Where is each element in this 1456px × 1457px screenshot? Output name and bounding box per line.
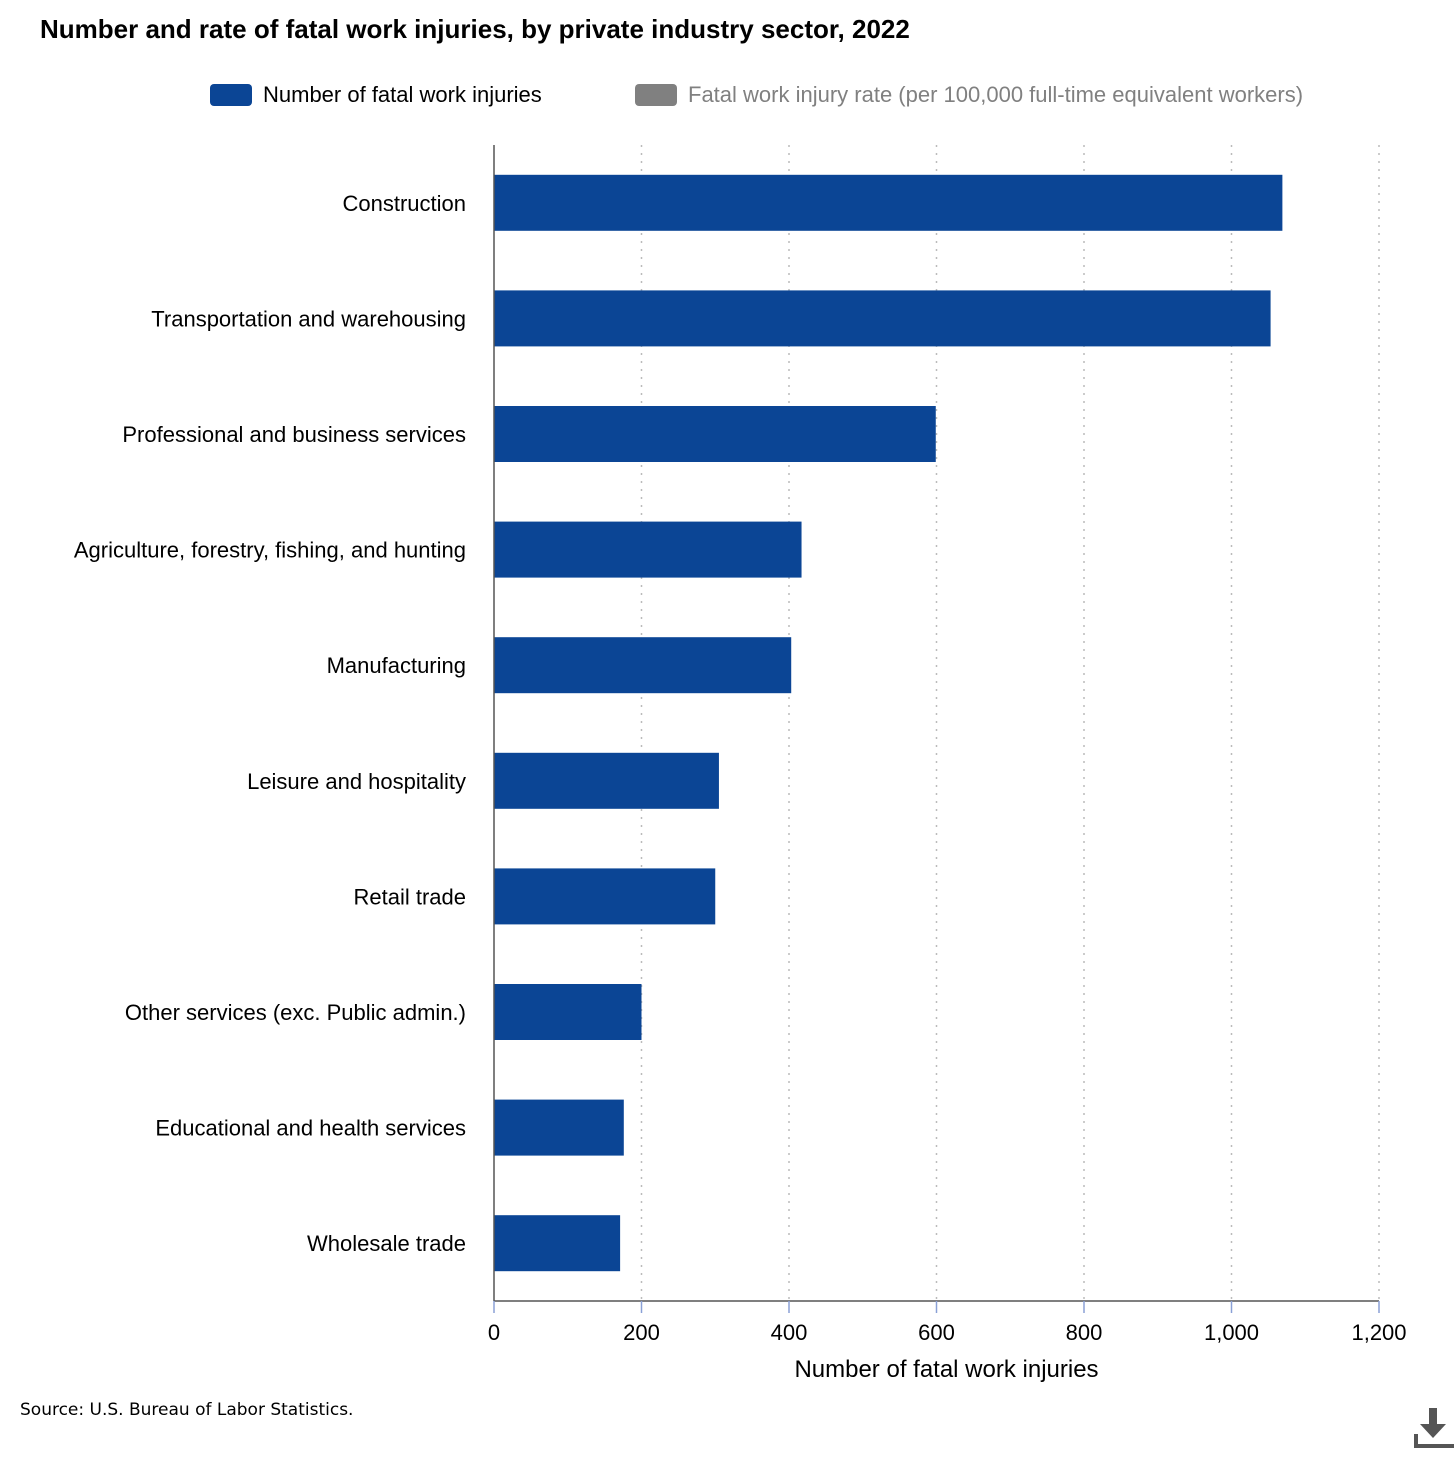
- x-tick-label: 800: [1066, 1320, 1103, 1345]
- bar[interactable]: [494, 752, 719, 809]
- legend-label: Fatal work injury rate (per 100,000 full…: [688, 82, 1304, 107]
- legend: Number of fatal work injuries Fatal work…: [0, 82, 1456, 114]
- bar[interactable]: [494, 174, 1283, 231]
- legend-swatch: [210, 84, 252, 106]
- category-label: Agriculture, forestry, fishing, and hunt…: [74, 538, 466, 563]
- bar[interactable]: [494, 637, 792, 694]
- bar[interactable]: [494, 521, 802, 578]
- x-axis-title: Number of fatal work injuries: [794, 1356, 1098, 1383]
- legend-item-fatal-work-injury-rate[interactable]: Fatal work injury rate (per 100,000 full…: [635, 82, 1303, 108]
- bar[interactable]: [494, 984, 642, 1040]
- source-note: Source: U.S. Bureau of Labor Statistics.: [20, 1400, 354, 1420]
- bar[interactable]: [494, 1215, 621, 1272]
- x-tick-label: 1,000: [1204, 1320, 1259, 1345]
- category-label: Manufacturing: [327, 653, 466, 678]
- bar[interactable]: [494, 290, 1271, 347]
- bar[interactable]: [494, 406, 936, 462]
- x-tick-label: 200: [623, 1320, 660, 1345]
- category-label: Leisure and hospitality: [247, 769, 466, 794]
- category-label: Construction: [342, 191, 466, 216]
- legend-label: Number of fatal work injuries: [263, 82, 542, 107]
- category-label: Professional and business services: [122, 422, 466, 447]
- category-label: Educational and health services: [155, 1116, 466, 1141]
- x-tick-label: 600: [918, 1320, 955, 1345]
- category-label: Retail trade: [353, 884, 466, 909]
- x-tick-label: 400: [771, 1320, 808, 1345]
- legend-item-number-of-fatal-work-injuries[interactable]: Number of fatal work injuries: [210, 82, 542, 108]
- download-icon[interactable]: [1410, 1404, 1456, 1452]
- category-label: Other services (exc. Public admin.): [125, 1000, 466, 1025]
- legend-swatch: [635, 84, 677, 106]
- bar[interactable]: [494, 868, 716, 925]
- chart-title: Number and rate of fatal work injuries, …: [40, 14, 910, 44]
- bar-chart: Construction Transportation and warehousi…: [74, 145, 1407, 1383]
- category-label: Transportation and warehousing: [151, 306, 466, 331]
- category-label: Wholesale trade: [307, 1231, 466, 1256]
- x-tick-label: 1,200: [1351, 1320, 1406, 1345]
- x-tick-label: 0: [488, 1320, 500, 1345]
- bar[interactable]: [494, 1099, 624, 1156]
